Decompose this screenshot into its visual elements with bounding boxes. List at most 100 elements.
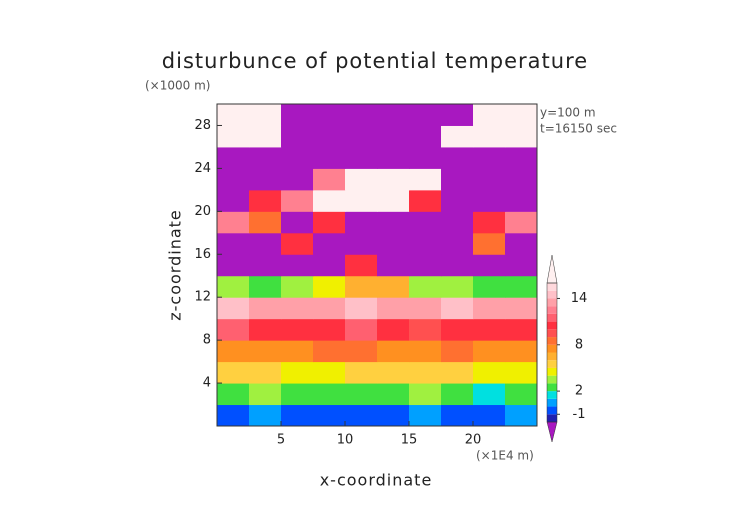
heatmap-cell — [217, 189, 250, 212]
heatmap-cell — [441, 168, 474, 191]
heatmap-cell — [281, 297, 314, 320]
heatmap-cell — [249, 254, 282, 277]
heatmap-cell — [249, 361, 282, 384]
heatmap-cell — [313, 254, 346, 277]
heatmap-cell — [505, 404, 538, 427]
heatmap-cell — [249, 211, 282, 234]
heatmap-cell — [377, 340, 410, 363]
heatmap-cell — [281, 340, 314, 363]
heatmap-cell — [441, 340, 474, 363]
heatmap-cell — [377, 104, 410, 126]
heatmap-cell — [377, 318, 410, 341]
heatmap-cell — [377, 383, 410, 406]
heatmap-cell — [345, 340, 378, 363]
heatmap-cell — [409, 232, 442, 255]
heatmap-cell — [281, 232, 314, 255]
heatmap-cell — [217, 232, 250, 255]
heatmap-cell — [217, 318, 250, 341]
heatmap-cell — [249, 104, 282, 126]
heatmap-cell — [409, 340, 442, 363]
heatmap-cell — [409, 254, 442, 277]
colorbar-tick-label: -1 — [573, 407, 586, 422]
heatmap-cell — [313, 211, 346, 234]
colorbar-segment — [547, 414, 557, 422]
heatmap-cell — [441, 361, 474, 384]
heatmap-cell — [377, 189, 410, 212]
heatmap-cell — [505, 383, 538, 406]
heatmap-cell — [377, 361, 410, 384]
heatmap-cell — [505, 254, 538, 277]
heatmap-cell — [313, 146, 346, 169]
heatmap-cell — [473, 275, 506, 298]
heatmap-cell — [217, 146, 250, 169]
chart-title: disturbunce of potential temperature — [162, 49, 588, 73]
heatmap-cell — [441, 254, 474, 277]
heatmap-cell — [409, 318, 442, 341]
heatmap-cell — [345, 297, 378, 320]
y-tick-label: 12 — [194, 290, 211, 305]
heatmap-cell — [313, 340, 346, 363]
heatmap-cell — [313, 232, 346, 255]
heatmap-cell — [505, 104, 538, 126]
heatmap-cell — [313, 125, 346, 148]
heatmap-cell — [345, 168, 378, 191]
heatmap-cell — [441, 383, 474, 406]
heatmap-cell — [505, 146, 538, 169]
heatmap-cell — [377, 275, 410, 298]
heatmap-cell — [473, 232, 506, 255]
heatmap-cell — [281, 361, 314, 384]
heatmap-cell — [377, 297, 410, 320]
heatmap-cell — [345, 318, 378, 341]
heatmap-cell — [441, 318, 474, 341]
heatmap-cell — [409, 275, 442, 298]
heatmap-cell — [313, 361, 346, 384]
colorbar-segment — [547, 313, 557, 322]
colorbar-frame — [546, 282, 558, 423]
heatmap-cell — [217, 211, 250, 234]
colorbar-segment — [547, 398, 557, 407]
heatmap-cell — [281, 104, 314, 126]
colorbar-segment — [547, 283, 557, 291]
heatmap-cell — [505, 275, 538, 298]
heatmap-cell — [473, 125, 506, 148]
heatmap-cell — [441, 275, 474, 298]
y-axis-title: z-coordinate — [166, 209, 185, 321]
heatmap-cell — [345, 361, 378, 384]
heatmap-cell — [377, 168, 410, 191]
heatmap-cell — [505, 318, 538, 341]
heatmap-cell — [313, 383, 346, 406]
heatmap-cell — [409, 297, 442, 320]
heatmap-cell — [217, 383, 250, 406]
heatmap-cell — [377, 125, 410, 148]
colorbar-segment — [547, 298, 557, 307]
heatmap-cell — [217, 297, 250, 320]
heatmap-cell — [217, 361, 250, 384]
heatmap-cell — [505, 232, 538, 255]
colorbar-segment — [547, 406, 557, 415]
heatmap-cell — [409, 211, 442, 234]
heatmap-cell — [313, 275, 346, 298]
heatmap-cell — [345, 275, 378, 298]
heatmap-cell — [473, 404, 506, 427]
y-tick-label: 28 — [194, 118, 211, 133]
heatmap-cell — [345, 146, 378, 169]
heatmap-cell — [473, 168, 506, 191]
heatmap-cell — [377, 404, 410, 427]
heatmap-cell — [345, 404, 378, 427]
colorbar-segment — [547, 375, 557, 384]
colorbar-segment — [547, 329, 557, 338]
heatmap-cell — [473, 383, 506, 406]
heatmap-cell — [441, 404, 474, 427]
heatmap-cell — [313, 318, 346, 341]
heatmap-cell — [281, 318, 314, 341]
heatmap-cell — [249, 318, 282, 341]
heatmap-cell — [473, 211, 506, 234]
heatmap-cell — [217, 104, 250, 126]
heatmap-cell — [313, 297, 346, 320]
heatmap-cell — [281, 211, 314, 234]
annotation: y=100 m — [540, 106, 596, 120]
colorbar-segment — [547, 367, 557, 376]
heatmap-cell — [505, 125, 538, 148]
heatmap-cell — [345, 254, 378, 277]
heatmap-cell — [345, 104, 378, 126]
